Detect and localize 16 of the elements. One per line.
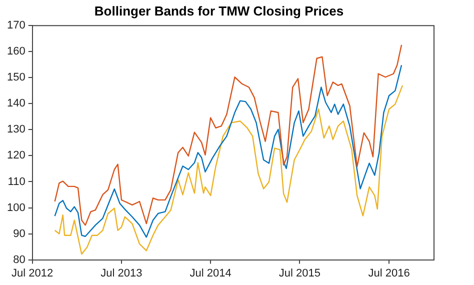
chart-title: Bollinger Bands for TMW Closing Prices <box>94 3 344 18</box>
y-tick-label: 160 <box>6 46 26 58</box>
x-tick-label: Jul 2015 <box>278 267 321 280</box>
x-tick-label: Jul 2012 <box>12 267 54 280</box>
y-tick-label: 140 <box>6 98 26 110</box>
y-tick-label: 170 <box>6 20 26 32</box>
y-tick-label: 130 <box>6 124 26 136</box>
y-tick-label: 150 <box>6 72 26 84</box>
x-tick-label: Jul 2016 <box>368 267 410 280</box>
x-tick-label: Jul 2014 <box>190 267 232 280</box>
y-tick-label: 120 <box>6 150 26 162</box>
y-tick-label: 90 <box>13 228 26 240</box>
y-tick-label: 110 <box>8 176 26 188</box>
y-tick-label: 80 <box>13 254 26 266</box>
x-tick-label: Jul 2013 <box>100 267 142 280</box>
y-tick-label: 100 <box>6 202 26 214</box>
